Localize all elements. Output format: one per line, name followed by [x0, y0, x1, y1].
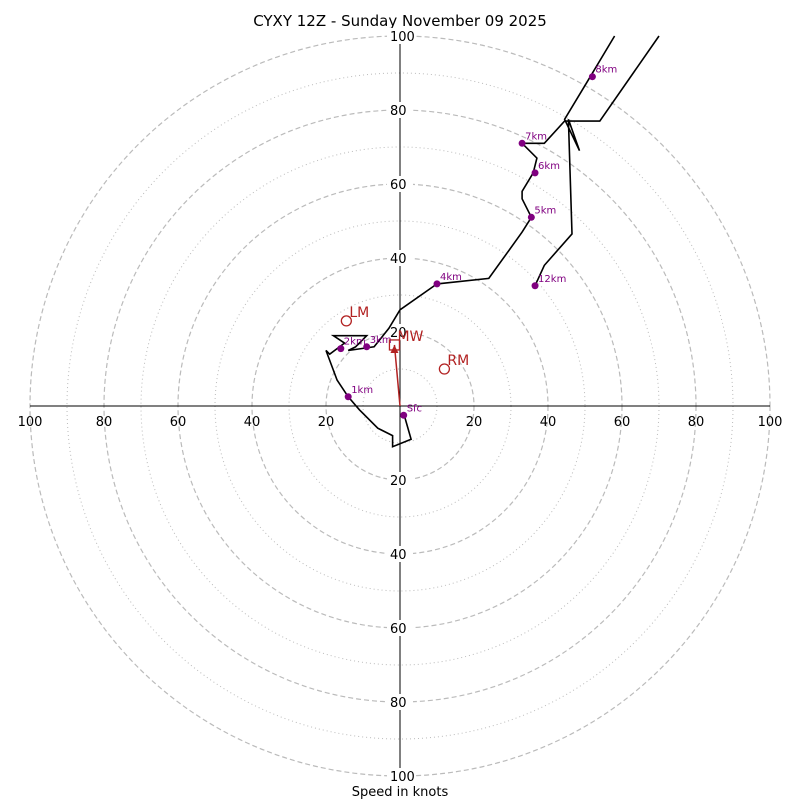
height-marker-6km	[531, 169, 539, 177]
height-label-7km: 7km	[525, 131, 547, 142]
height-marker-5km	[527, 213, 535, 221]
motion-marker-MW	[388, 339, 401, 351]
y-tick-label-bg	[387, 472, 413, 488]
height-marker-7km	[518, 139, 526, 147]
height-marker-Sfc	[400, 411, 408, 419]
x-tick-label: 100	[758, 415, 783, 430]
wind-trace	[325, 35, 660, 448]
y-tick-label-bg	[387, 768, 413, 784]
y-tick-label-bg	[387, 176, 413, 192]
x-tick-label: 40	[244, 415, 261, 430]
motion-label-RM: RM	[447, 353, 469, 369]
y-tick-label: 20	[390, 326, 407, 341]
x-tick-label: 60	[614, 415, 631, 430]
hodograph-line-upper	[534, 35, 616, 287]
y-tick-label: 40	[390, 548, 407, 563]
x-tick-label: 60	[170, 415, 187, 430]
y-tick-label: 100	[390, 30, 415, 45]
shear-vector	[393, 344, 401, 407]
motion-label-MW: MW	[397, 329, 423, 345]
height-label-2km: 2km	[344, 337, 366, 348]
x-tick-label: 20	[318, 415, 335, 430]
motion-marker-LM	[340, 315, 353, 327]
y-tick-label-bg	[387, 546, 413, 562]
height-marker-8km	[588, 73, 596, 81]
y-tick-label: 80	[390, 104, 407, 119]
height-label-5km: 5km	[534, 205, 556, 216]
y-tick-label: 80	[390, 696, 407, 711]
x-tick-label: 80	[96, 415, 113, 430]
y-tick-label: 100	[390, 770, 415, 785]
x-axis-label: Speed in knots	[352, 785, 449, 800]
height-marker-1km	[344, 393, 352, 401]
y-tick-label-bg	[387, 620, 413, 636]
y-tick-label-bg	[387, 102, 413, 118]
shear-arrowhead	[390, 344, 399, 353]
y-tick-label: 60	[390, 178, 407, 193]
height-label-1km: 1km	[351, 385, 373, 396]
hodograph-line	[325, 35, 660, 448]
x-tick-label: 80	[688, 415, 705, 430]
y-tick-label: 60	[390, 622, 407, 637]
height-label-3km: 3km	[370, 335, 392, 346]
motion-label-LM: LM	[349, 305, 369, 321]
x-tick-label: 20	[466, 415, 483, 430]
height-marker-12km	[531, 282, 539, 290]
height-label-Sfc: Sfc	[407, 403, 422, 414]
y-tick-label-bg	[387, 28, 413, 44]
y-tick-label-bg	[387, 694, 413, 710]
storm-motions: LM MW RM	[340, 305, 469, 375]
height-label-8km: 8km	[595, 65, 617, 76]
y-tick-label-bg	[387, 324, 413, 340]
height-marker-3km	[363, 343, 371, 351]
y-tick-label: 40	[390, 252, 407, 267]
motion-marker-RM	[438, 363, 451, 375]
tick-labels: 100 80 60 40 20 20 40 60 80 100 100 80 60 40 20 20 40 60 8…	[18, 28, 783, 785]
y-tick-label-bg	[387, 250, 413, 266]
y-tick-label: 20	[390, 474, 407, 489]
height-label-12km: 12km	[538, 274, 566, 285]
height-marker-2km	[337, 345, 345, 353]
height-marker-4km	[433, 280, 441, 288]
height-label-4km: 4km	[440, 272, 462, 283]
chart-title: CYXY 12Z - Sunday November 09 2025	[253, 12, 547, 30]
x-tick-label: 40	[540, 415, 557, 430]
height-label-6km: 6km	[538, 161, 560, 172]
height-markers: Sfc 1km 2km 3km 4km 5km 6km 7km 8km 12km	[337, 65, 617, 419]
x-tick-label: 100	[18, 415, 43, 430]
